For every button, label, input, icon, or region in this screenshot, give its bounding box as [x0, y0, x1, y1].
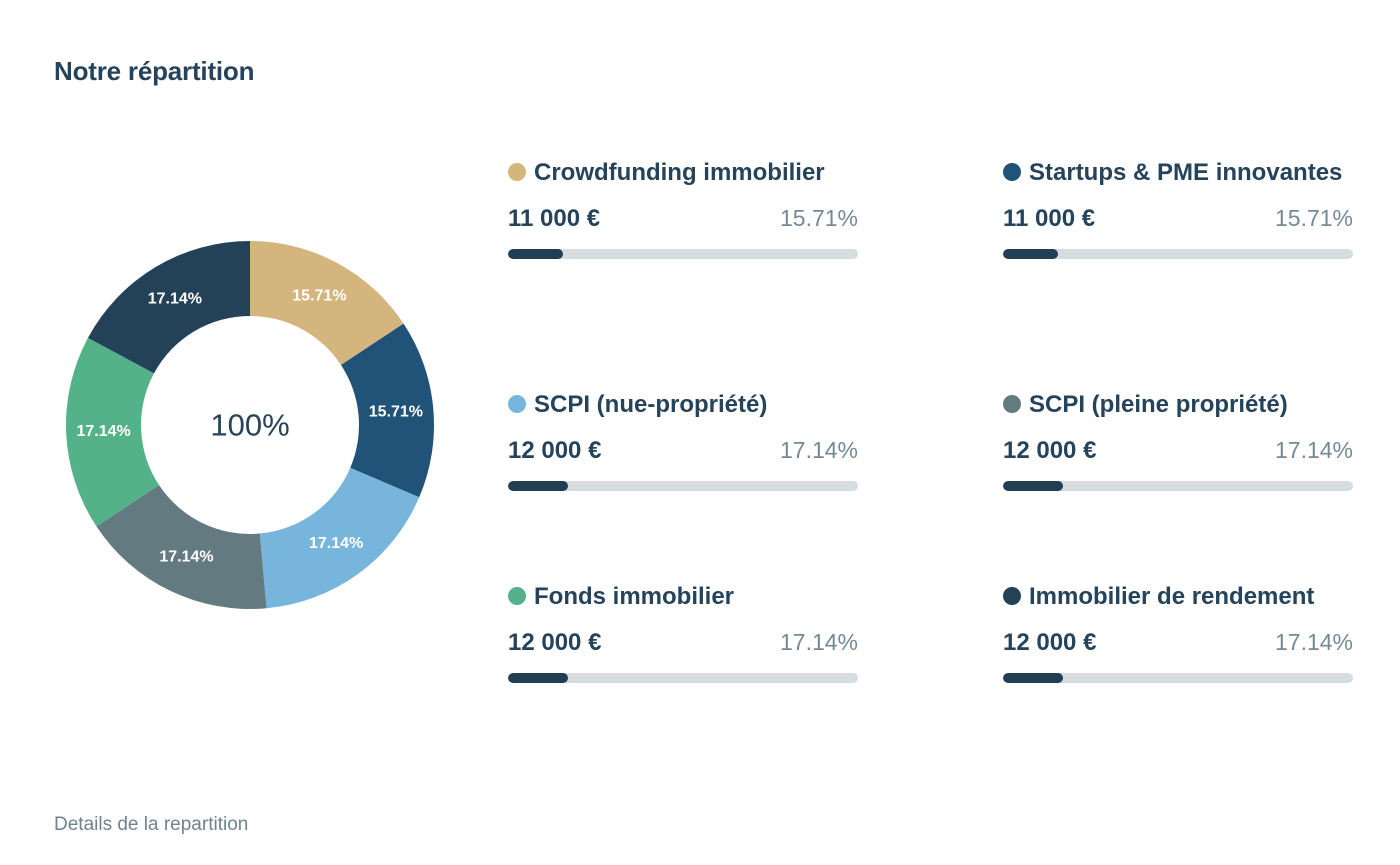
breakdown-item-name: Immobilier de rendement: [1003, 576, 1353, 617]
progress-bar: [1003, 249, 1353, 259]
breakdown-item-label: SCPI (pleine propriété): [1029, 391, 1288, 418]
breakdown-item: Immobilier de rendement 12 000 € 17.14%: [1003, 576, 1353, 683]
breakdown-item-label: Crowdfunding immobilier: [534, 159, 825, 186]
progress-bar-fill: [1003, 673, 1063, 683]
breakdown-item-percent: 15.71%: [1274, 205, 1353, 231]
progress-bar-fill: [508, 673, 568, 683]
breakdown-item: SCPI (pleine propriété) 12 000 € 17.14%: [1003, 384, 1353, 491]
breakdown-item: Crowdfunding immobilier 11 000 € 15.71%: [508, 152, 858, 259]
donut-slice: [96, 485, 267, 609]
breakdown-item-name: SCPI (nue-propriété): [508, 384, 858, 425]
donut-chart-svg: 15.71% 15.71% 17.14% 17.14% 17.14% 17.14% 100%: [65, 241, 435, 609]
legend-dot-icon: [1003, 395, 1021, 413]
breakdown-item-name: SCPI (pleine propriété): [1003, 384, 1353, 425]
donut-chart: 15.71% 15.71% 17.14% 17.14% 17.14% 17.14% 100%: [60, 235, 440, 615]
donut-center-label: 100%: [210, 408, 289, 443]
donut-slice-label: 17.14%: [148, 291, 202, 308]
donut-slice: [250, 241, 404, 365]
legend-dot-icon: [508, 587, 526, 605]
donut-slice-label: 15.71%: [292, 287, 346, 304]
breakdown-item-amount: 12 000 €: [508, 629, 602, 656]
donut-slice-label: 17.14%: [159, 548, 213, 565]
progress-bar-fill: [508, 481, 568, 491]
donut-slice: [87, 241, 251, 374]
progress-bar: [508, 249, 858, 259]
donut-slice: [340, 323, 435, 498]
breakdown-item-amount: 12 000 €: [1003, 437, 1097, 464]
donut-slice-label: 17.14%: [309, 535, 363, 552]
breakdown-item-label: Startups & PME innovantes: [1029, 159, 1343, 186]
page-title: Notre répartition: [54, 56, 255, 86]
breakdown-item-label: SCPI (nue-propriété): [534, 391, 768, 418]
legend-dot-icon: [1003, 163, 1021, 181]
donut-slice: [65, 337, 160, 527]
breakdown-item-label: Fonds immobilier: [534, 583, 735, 610]
breakdown-item-percent: 15.71%: [779, 205, 858, 231]
breakdown-item-percent: 17.14%: [779, 629, 858, 655]
breakdown-item-percent: 17.14%: [1274, 629, 1353, 655]
donut-slice-label: 15.71%: [369, 403, 423, 420]
progress-bar-fill: [1003, 249, 1058, 259]
breakdown-item-percent: 17.14%: [779, 437, 858, 463]
breakdown-item-amount: 11 000 €: [508, 205, 601, 232]
progress-bar: [508, 673, 858, 683]
breakdown-item-percent: 17.14%: [1274, 437, 1353, 463]
progress-bar-fill: [508, 249, 563, 259]
progress-bar: [1003, 481, 1353, 491]
breakdown-item: SCPI (nue-propriété) 12 000 € 17.14%: [508, 384, 858, 491]
legend-dot-icon: [1003, 587, 1021, 605]
donut-slice: [259, 467, 420, 609]
progress-bar-fill: [1003, 481, 1063, 491]
breakdown-item: Fonds immobilier 12 000 € 17.14%: [508, 576, 858, 683]
breakdown-item-name: Fonds immobilier: [508, 576, 858, 617]
breakdown-item-amount: 11 000 €: [1003, 205, 1096, 232]
progress-bar: [1003, 673, 1353, 683]
breakdown-item: Startups & PME innovantes 11 000 € 15.71…: [1003, 152, 1353, 259]
legend-dot-icon: [508, 395, 526, 413]
breakdown-item-name: Crowdfunding immobilier: [508, 152, 858, 193]
breakdown-item-name: Startups & PME innovantes: [1003, 152, 1353, 193]
breakdown-item-amount: 12 000 €: [1003, 629, 1097, 656]
breakdown-item-label: Immobilier de rendement: [1029, 583, 1315, 610]
details-link[interactable]: Details de la repartition: [54, 814, 249, 835]
progress-bar: [508, 481, 858, 491]
donut-slice-label: 17.14%: [77, 423, 131, 440]
breakdown-item-amount: 12 000 €: [508, 437, 602, 464]
legend-dot-icon: [508, 163, 526, 181]
